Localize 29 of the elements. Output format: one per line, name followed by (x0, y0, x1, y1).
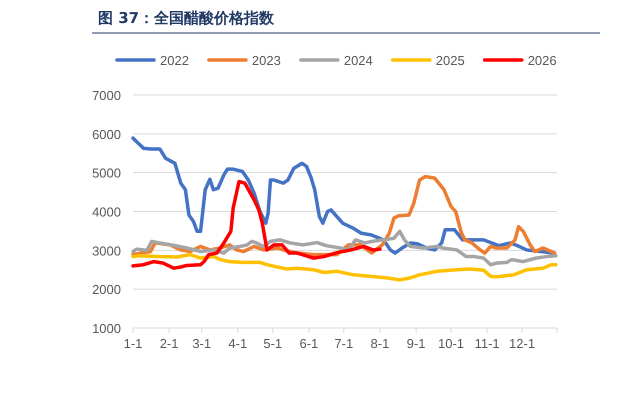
x-tick-label: 4-1 (228, 336, 248, 351)
y-tick-label: 4000 (92, 204, 121, 220)
y-tick-label: 2000 (92, 282, 121, 298)
line-series (131, 230, 558, 266)
x-tick-label: 9-1 (406, 336, 426, 351)
y-tick-label: 6000 (92, 126, 121, 142)
x-tick-label: 12-1 (509, 336, 536, 351)
line-series (131, 180, 382, 270)
x-tick-label: 1-1 (124, 336, 142, 351)
y-tick-label: 5000 (92, 166, 121, 181)
y-tick-label: 1000 (92, 321, 121, 336)
x-tick-label: 3-1 (192, 336, 212, 351)
line-series (131, 252, 558, 282)
x-tick-label: 5-1 (263, 336, 282, 351)
chart-title: 图 37：全国醋酸价格指数 (98, 9, 276, 27)
legend-label: 2023 (252, 53, 281, 68)
legend-label: 2026 (528, 53, 557, 68)
y-tick-label: 3000 (92, 243, 121, 258)
x-tick-label: 2-1 (160, 336, 179, 351)
x-tick-label: 6-1 (299, 336, 318, 351)
y-tick-label: 7000 (92, 88, 121, 103)
x-tick-label: 11-1 (474, 336, 500, 351)
x-tick-label: 10-1 (438, 336, 464, 351)
legend-label: 2025 (436, 53, 465, 68)
x-tick-label: 8-1 (370, 336, 390, 351)
x-tick-label: 7-1 (334, 336, 354, 351)
legend-label: 2024 (344, 53, 373, 68)
legend-label: 2022 (160, 53, 189, 68)
line-series (131, 136, 556, 255)
